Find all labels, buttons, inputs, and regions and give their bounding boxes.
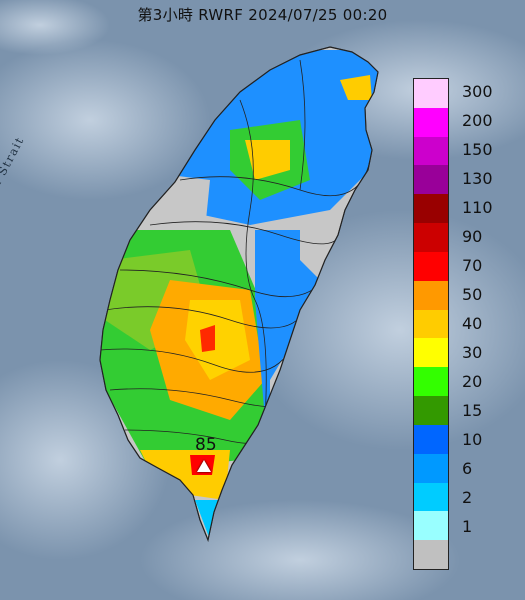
- legend-color-bar: [413, 78, 449, 570]
- legend-label: 2: [462, 487, 473, 507]
- legend-label: 200: [462, 111, 493, 131]
- legend-label: 40: [462, 314, 483, 333]
- legend-swatch: [414, 223, 448, 252]
- legend-swatch: [414, 280, 448, 310]
- legend-swatch: [414, 482, 448, 512]
- legend-label: 70: [462, 256, 483, 276]
- legend-swatch: [414, 453, 448, 483]
- legend-label: 130: [462, 169, 493, 189]
- legend-label: 10: [462, 429, 483, 449]
- legend-swatch: [414, 107, 448, 137]
- legend-swatch: [414, 79, 448, 108]
- legend-label: 300: [462, 82, 493, 102]
- legend-swatch: [414, 424, 448, 454]
- legend-label: 90: [462, 227, 483, 247]
- legend-swatch: [414, 194, 448, 224]
- legend-label: 20: [462, 371, 483, 391]
- legend-swatch: [414, 511, 448, 541]
- legend-swatch: [414, 367, 448, 397]
- legend-label: 15: [462, 400, 483, 420]
- legend-label: 50: [462, 285, 483, 305]
- legend-swatch: [414, 338, 448, 368]
- legend-label: 150: [462, 140, 493, 160]
- station-marker-icon: [197, 460, 211, 472]
- legend-swatch: [414, 136, 448, 166]
- legend-label: 1: [462, 516, 473, 536]
- legend-label: 30: [462, 342, 483, 362]
- station-value: 85: [195, 435, 217, 455]
- legend-swatch: [414, 396, 448, 425]
- legend-swatch: [414, 540, 448, 570]
- county-boundaries: [100, 59, 371, 444]
- legend-label: 110: [462, 198, 493, 218]
- legend-label: 6: [462, 458, 473, 478]
- rainfall-fill: [100, 50, 378, 540]
- legend-swatch: [414, 309, 448, 339]
- legend-swatch: [414, 165, 448, 195]
- map-title: 第3小時 RWRF 2024/07/25 00:20: [137, 6, 388, 24]
- legend-swatch: [414, 251, 448, 281]
- legend-labels: 300 200 150 130 110 90 70 50 40 30 20 15 10 6 2 1: [462, 78, 522, 570]
